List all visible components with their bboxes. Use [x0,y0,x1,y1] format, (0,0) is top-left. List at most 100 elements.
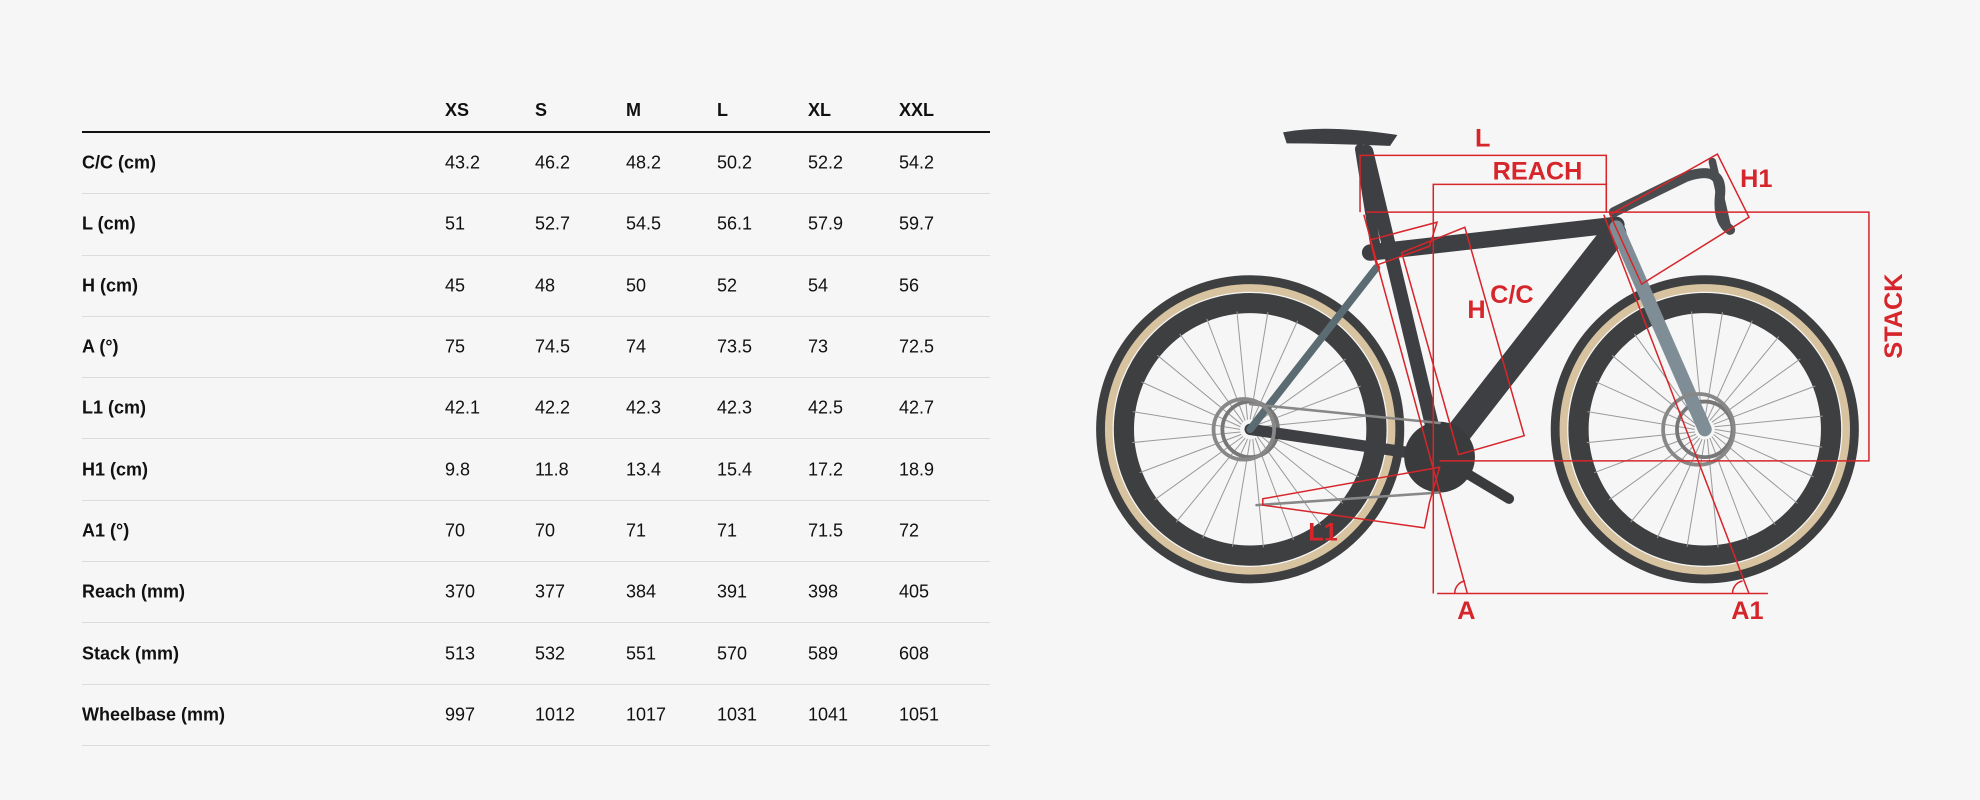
table-cell: 9.8 [445,459,471,480]
table-cell: 532 [535,643,566,664]
row-label: H1 (cm) [82,459,149,480]
geometry-lines [1262,153,1870,595]
label-cc: C/C [1490,281,1534,309]
label-a: A [1457,597,1475,625]
col-header-xl: XL [808,100,832,120]
table-cell: 18.9 [899,459,935,480]
col-header-xxl: XXL [899,100,935,120]
col-header-l: L [717,100,728,120]
table-cell: 42.3 [626,397,662,418]
table-cell: 52.2 [808,152,844,173]
label-h: H [1467,296,1485,324]
row-label: C/C (cm) [82,152,157,173]
table-cell: 1041 [808,704,849,725]
table-row: A1 (°) 70 70 71 71 71.5 72 [82,501,990,563]
table-cell: 1012 [535,704,576,725]
table-cell: 72 [899,520,920,541]
table-cell: 54 [808,275,829,296]
table-header: XS S M L XL XXL [82,74,990,133]
table-cell: 1017 [626,704,667,725]
table-cell: 59.7 [899,213,935,234]
table-cell: 15.4 [717,459,753,480]
table-cell: 42.2 [535,397,571,418]
table-row: C/C (cm) 43.2 46.2 48.2 50.2 52.2 54.2 [82,133,990,195]
table-row: L1 (cm) 42.1 42.2 42.3 42.3 42.5 42.7 [82,378,990,440]
table-cell: 48.2 [626,152,662,173]
table-row: Reach (mm) 370 377 384 391 398 405 [82,562,990,624]
table-cell: 52.7 [535,213,571,234]
label-reach: REACH [1493,157,1583,185]
table-cell: 73.5 [717,336,753,357]
table-cell: 589 [808,643,839,664]
table-cell: 56.1 [717,213,753,234]
table-cell: 570 [717,643,748,664]
table-cell: 608 [899,643,930,664]
table-cell: 54.5 [626,213,662,234]
table-cell: 551 [626,643,657,664]
row-label: H (cm) [82,275,139,296]
table-cell: 1051 [899,704,940,725]
table-row: Stack (mm) 513 532 551 570 589 608 [82,623,990,685]
row-label: Wheelbase (mm) [82,704,226,725]
table-cell: 54.2 [899,152,935,173]
table-cell: 42.7 [899,397,935,418]
table-cell: 70 [535,520,556,541]
label-stack: STACK [1880,274,1908,359]
label-l1: L1 [1308,518,1337,546]
row-label: A (°) [82,336,119,357]
table-row: H1 (cm) 9.8 11.8 13.4 15.4 17.2 18.9 [82,439,990,501]
row-label: L1 (cm) [82,397,147,418]
bike-frame [1211,128,1736,507]
table-cell: 72.5 [899,336,935,357]
table-cell: 50.2 [717,152,753,173]
row-label: Reach (mm) [82,581,186,602]
table-cell: 377 [535,581,566,602]
table-cell: 52 [717,275,738,296]
table-cell: 75 [445,336,466,357]
table-cell: 391 [717,581,748,602]
geometry-table: XS S M L XL XXL C/C (cm) 43.2 46.2 48.2 50.2… [82,74,990,746]
row-label: L (cm) [82,213,136,234]
table-cell: 74 [626,336,647,357]
table-cell: 11.8 [535,459,569,480]
table-row: Wheelbase (mm) 997 1012 1017 1031 1041 1051 [82,685,990,746]
table-row: A (°) 75 74.5 74 73.5 73 72.5 [82,317,990,379]
table-cell: 1031 [717,704,758,725]
table-cell: 42.3 [717,397,753,418]
table-cell: 405 [899,581,930,602]
table-cell: 56 [899,275,920,296]
table-cell: 17.2 [808,459,844,480]
table-cell: 50 [626,275,647,296]
table-row: H (cm) 45 48 50 52 54 56 [82,256,990,317]
col-header-xs: XS [445,100,470,120]
rear-wheel [1096,275,1405,584]
table-cell: 48 [535,275,556,296]
table-cell: 57.9 [808,213,844,234]
table-cell: 71 [717,520,738,541]
row-label: A1 (°) [82,520,130,541]
table-cell: 70 [445,520,466,541]
label-a1: A1 [1731,597,1763,625]
table-cell: 73 [808,336,829,357]
label-l: L [1475,124,1490,152]
table-cell: 51 [445,213,466,234]
table-cell: 46.2 [535,152,571,173]
table-cell: 45 [445,275,466,296]
table-cell: 74.5 [535,336,571,357]
table-row: L (cm) 51 52.7 54.5 56.1 57.9 59.7 [82,194,990,256]
table-cell: 42.5 [808,397,844,418]
table-cell: 398 [808,581,839,602]
table-cell: 42.1 [445,397,481,418]
table-cell: 13.4 [626,459,662,480]
table-cell: 997 [445,704,476,725]
table-cell: 384 [626,581,657,602]
row-label: Stack (mm) [82,643,180,664]
table-cell: 513 [445,643,476,664]
table-cell: 370 [445,581,476,602]
table-cell: 43.2 [445,152,481,173]
col-header-m: M [626,100,641,120]
table-cell: 71.5 [808,520,844,541]
col-header-s: S [535,100,548,120]
label-h1: H1 [1740,165,1772,193]
